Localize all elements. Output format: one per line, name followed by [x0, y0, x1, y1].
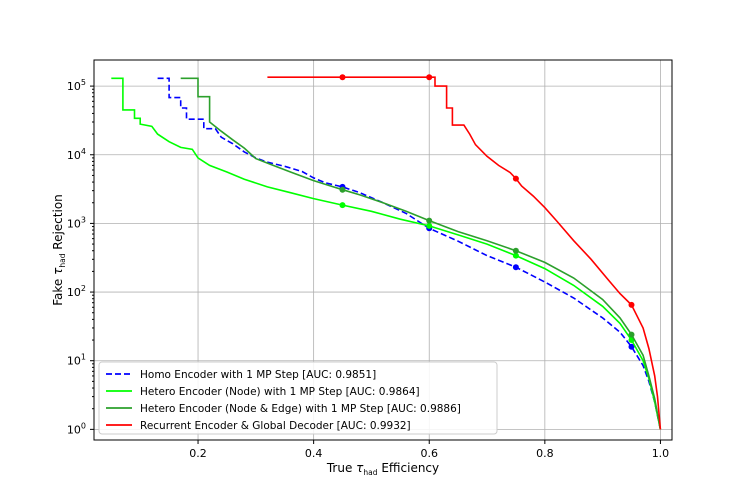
legend-entry-label: Hetero Encoder (Node) with 1 MP Step [AU…	[140, 386, 420, 398]
y-tick-label: 105	[67, 78, 86, 93]
series-marker	[426, 217, 433, 224]
series-marker	[339, 202, 346, 209]
x-tick-label: 0.6	[420, 447, 438, 460]
y-tick-label: 101	[67, 353, 86, 368]
series-marker	[426, 74, 433, 81]
axis-ticks: 0.2 0.4 0.6 0.8 1.0 100 101 102 103 104 105	[67, 78, 669, 460]
plot-frame	[93, 59, 673, 441]
legend-entry-label: Hetero Encoder (Node & Edge) with 1 MP S…	[140, 403, 461, 415]
y-axis-label: Fake τhad Rejection	[51, 194, 67, 306]
series-marker	[339, 186, 346, 193]
series-marker	[512, 247, 519, 254]
series-marker	[512, 264, 519, 271]
series-marker	[512, 175, 519, 182]
x-tick-label: 0.2	[189, 447, 207, 460]
y-tick-label: 103	[67, 215, 86, 230]
series-marker	[512, 252, 519, 259]
x-axis-label: True τhad Efficiency	[326, 461, 439, 477]
series-marker	[628, 301, 635, 308]
series-marker	[339, 74, 346, 81]
series-line-3	[180, 77, 662, 430]
x-tick-label: 0.8	[536, 447, 554, 460]
series-marker	[628, 343, 635, 350]
legend: Homo Encoder with 1 MP Step [AUC: 0.9851…	[98, 361, 498, 435]
series-layer	[111, 74, 662, 430]
y-tick-label: 102	[67, 284, 86, 299]
series-marker	[628, 331, 635, 338]
x-tick-label: 0.4	[305, 447, 323, 460]
legend-entry-label: Recurrent Encoder & Global Decoder [AUC:…	[140, 420, 411, 432]
y-tick-label: 100	[67, 421, 86, 436]
series-marker	[426, 222, 433, 229]
series-line-2	[111, 77, 662, 430]
x-tick-label: 1.0	[652, 447, 670, 460]
y-tick-label: 104	[67, 147, 86, 162]
legend-box	[98, 361, 498, 435]
grid-lines	[94, 60, 672, 440]
series-line-1	[157, 77, 662, 430]
legend-entry-label: Homo Encoder with 1 MP Step [AUC: 0.9851…	[140, 369, 376, 381]
